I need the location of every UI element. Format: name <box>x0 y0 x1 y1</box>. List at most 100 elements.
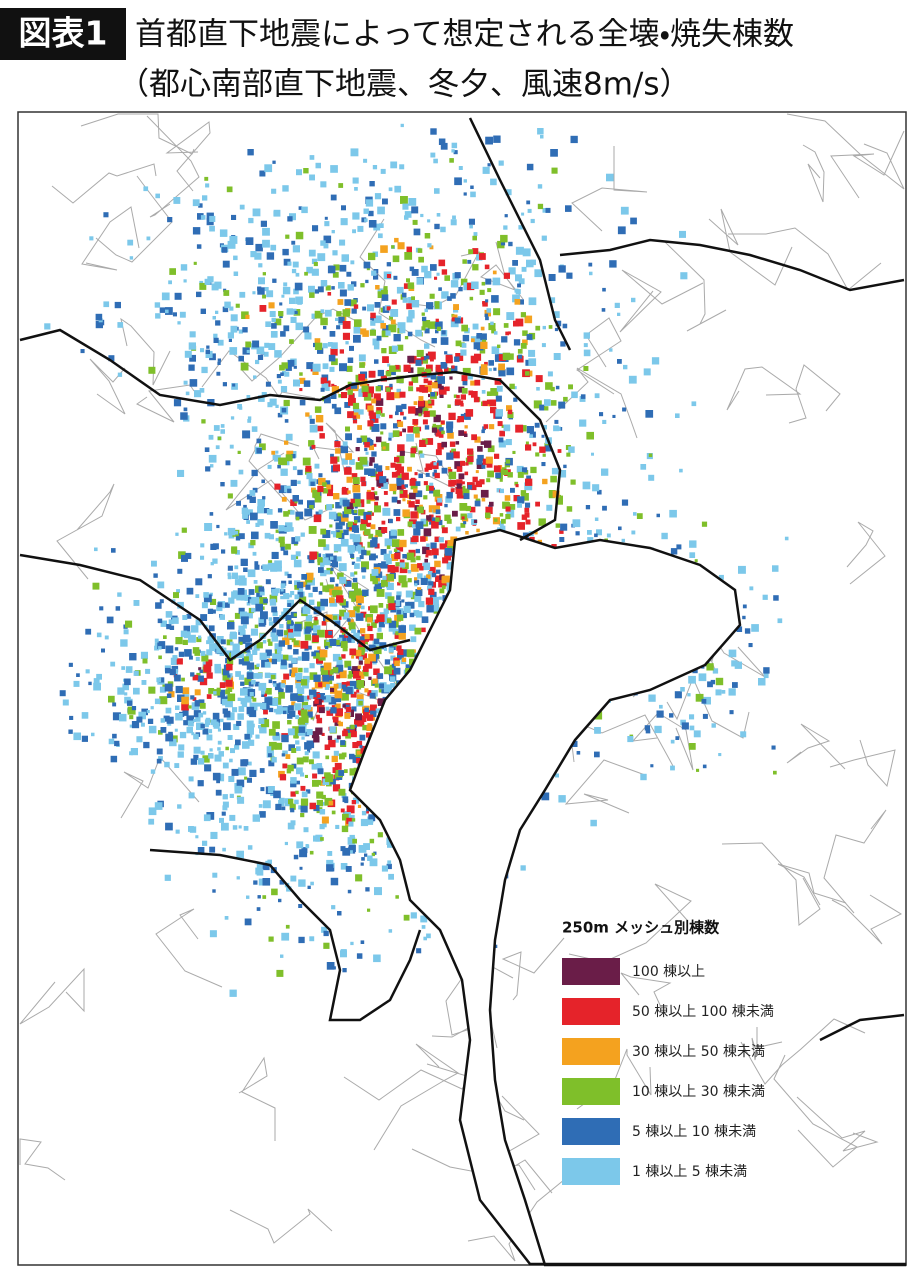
damage-cell <box>316 763 323 769</box>
damage-cell <box>490 178 497 186</box>
damage-cell <box>579 419 587 427</box>
damage-cell <box>345 453 352 460</box>
damage-cell <box>558 265 566 273</box>
damage-cell <box>175 532 179 536</box>
damage-cell <box>518 299 524 305</box>
damage-cell <box>467 374 473 380</box>
damage-cell <box>227 693 236 702</box>
damage-cell <box>266 746 272 751</box>
damage-cell <box>353 670 361 679</box>
damage-cell <box>320 598 328 607</box>
damage-cell <box>280 662 288 670</box>
damage-cell <box>517 471 524 478</box>
damage-cell <box>339 753 345 760</box>
damage-cell <box>396 591 402 597</box>
damage-cell <box>488 368 492 372</box>
damage-cell <box>550 149 558 157</box>
damage-cell <box>257 286 262 291</box>
damage-cell <box>320 240 326 246</box>
damage-cell <box>601 468 609 476</box>
damage-cell <box>250 512 258 521</box>
damage-cell <box>468 249 474 255</box>
damage-cell <box>621 538 625 543</box>
damage-cell <box>236 876 240 880</box>
damage-cell <box>618 526 622 531</box>
damage-cell <box>570 479 576 485</box>
damage-cell <box>375 465 383 472</box>
damage-cell <box>283 511 289 517</box>
damage-cell <box>424 271 432 279</box>
damage-cell <box>274 483 281 490</box>
damage-cell <box>280 596 284 600</box>
damage-cell <box>528 297 537 306</box>
damage-cell <box>306 572 314 581</box>
damage-cell <box>535 501 540 507</box>
damage-cell <box>201 602 208 609</box>
damage-cell <box>368 468 376 476</box>
damage-cell <box>287 720 292 725</box>
damage-cell <box>204 176 209 181</box>
damage-cell <box>391 496 398 503</box>
damage-cell <box>280 707 288 714</box>
damage-cell <box>408 406 416 414</box>
damage-cell <box>317 485 324 493</box>
damage-cell <box>180 264 188 271</box>
damage-cell <box>784 536 789 541</box>
damage-cell <box>179 311 186 318</box>
damage-cell <box>359 734 366 741</box>
damage-cell <box>330 877 339 886</box>
damage-cell <box>515 424 524 433</box>
damage-cell <box>526 426 534 434</box>
damage-cell <box>526 475 531 481</box>
damage-cell <box>293 628 301 637</box>
boundary <box>786 723 846 770</box>
damage-cell <box>321 926 328 933</box>
damage-cell <box>469 224 473 229</box>
damage-cell <box>395 364 400 370</box>
damage-cell <box>207 608 214 614</box>
damage-cell <box>329 366 335 372</box>
damage-cell <box>773 770 777 775</box>
damage-cell <box>73 680 80 687</box>
damage-cell <box>359 456 368 465</box>
damage-cell <box>334 639 340 645</box>
damage-cell <box>317 557 323 563</box>
damage-cell <box>146 236 151 241</box>
damage-cell <box>439 588 445 594</box>
damage-cell <box>507 409 513 415</box>
damage-cell <box>155 313 161 319</box>
damage-cell <box>659 704 663 709</box>
damage-cell <box>348 397 356 406</box>
damage-cell <box>240 759 248 767</box>
damage-cell <box>229 793 234 798</box>
damage-cell <box>308 689 317 698</box>
damage-cell <box>434 304 440 309</box>
damage-cell <box>180 630 188 637</box>
damage-cell <box>334 703 341 710</box>
boundary <box>786 113 905 190</box>
damage-cell <box>650 764 654 768</box>
damage-cell <box>216 687 221 692</box>
damage-cell <box>257 519 264 526</box>
damage-cell <box>291 537 299 545</box>
damage-cell <box>222 708 228 714</box>
damage-cell <box>239 641 243 645</box>
damage-cell <box>353 767 359 773</box>
damage-cell <box>477 446 483 452</box>
damage-cell <box>300 709 308 717</box>
damage-cell <box>356 680 365 688</box>
damage-cell <box>333 264 340 271</box>
damage-cell <box>276 629 284 637</box>
damage-cell <box>498 369 506 377</box>
damage-cell <box>161 292 170 301</box>
damage-cell <box>440 142 448 150</box>
damage-cell <box>554 327 559 332</box>
damage-cell <box>383 553 391 561</box>
damage-cell <box>221 811 226 816</box>
damage-cell <box>331 286 335 290</box>
damage-cell <box>450 488 455 493</box>
damage-cell <box>458 287 463 292</box>
damage-cell <box>433 158 438 164</box>
damage-cell <box>378 603 384 608</box>
damage-cell <box>473 519 478 523</box>
